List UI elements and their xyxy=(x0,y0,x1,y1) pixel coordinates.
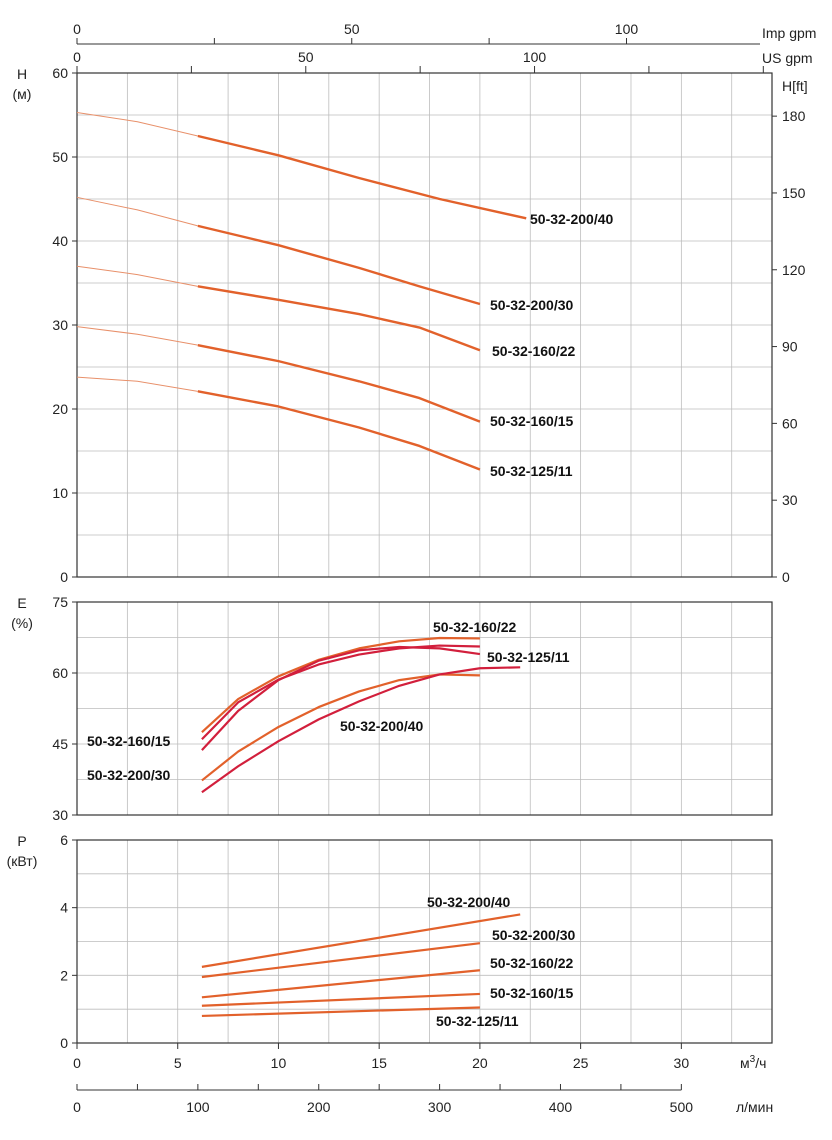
x-axis-unit-base: м xyxy=(740,1055,750,1071)
series-label: 50-32-125/11 xyxy=(436,1013,519,1029)
y-tick-label: 40 xyxy=(52,233,68,249)
efficiency-panel-frame xyxy=(76,601,773,816)
power-curve xyxy=(201,1006,480,1018)
head-curve-extension xyxy=(76,326,198,346)
power-curve xyxy=(201,942,481,979)
power-curve xyxy=(201,969,481,999)
series-label: 50-32-160/15 xyxy=(490,985,574,1001)
imp-tick-label: 100 xyxy=(615,21,639,37)
y-tick-label: 20 xyxy=(52,401,68,417)
x-tick-label: 20 xyxy=(472,1055,488,1071)
efficiency-curve xyxy=(201,666,521,794)
x-axis-unit-tail: /ч xyxy=(755,1055,766,1071)
y-tick-label: 45 xyxy=(52,736,68,752)
power-curve xyxy=(201,913,521,968)
x-tick-label: 5 xyxy=(174,1055,182,1071)
series-label: 50-32-200/30 xyxy=(490,297,574,313)
efficiency-curve xyxy=(201,644,480,741)
head-curve xyxy=(197,343,481,423)
y-axis-unit: (кВт) xyxy=(7,853,38,869)
y-axis-unit: (%) xyxy=(11,615,33,631)
y-tick-label: 60 xyxy=(52,65,68,81)
y-axis-label: P xyxy=(17,833,26,849)
efficiency-curve xyxy=(201,636,480,733)
y-axis-label: E xyxy=(17,595,26,611)
head-curve-extension xyxy=(76,265,198,287)
lmin-axis-unit: л/мин xyxy=(736,1099,773,1115)
lmin-tick-label: 400 xyxy=(549,1099,573,1115)
us-axis-label: US gpm xyxy=(762,50,813,66)
head-curve-extension xyxy=(76,376,198,392)
lmin-tick-label: 500 xyxy=(670,1099,694,1115)
y-axis-unit: (м) xyxy=(13,86,32,102)
head-curve xyxy=(197,285,481,352)
right-y-tick-label: 180 xyxy=(782,108,806,124)
y-tick-label: 2 xyxy=(60,967,68,983)
y-axis-label: H xyxy=(17,66,27,82)
series-label: 50-32-200/40 xyxy=(530,211,614,227)
series-label: 50-32-200/30 xyxy=(87,767,171,783)
y-tick-label: 4 xyxy=(60,900,68,916)
head-curve-extension xyxy=(76,111,198,137)
lmin-tick-label: 200 xyxy=(307,1099,331,1115)
lmin-tick-label: 100 xyxy=(186,1099,210,1115)
head-curve xyxy=(197,390,481,471)
y-tick-label: 75 xyxy=(52,594,68,610)
y-tick-label: 50 xyxy=(52,149,68,165)
y-tick-label: 0 xyxy=(60,1035,68,1051)
y-tick-label: 10 xyxy=(52,485,68,501)
y-tick-label: 60 xyxy=(52,665,68,681)
x-tick-label: 25 xyxy=(573,1055,589,1071)
imp-tick-label: 50 xyxy=(344,21,360,37)
lmin-tick-label: 0 xyxy=(73,1099,81,1115)
series-label: 50-32-200/30 xyxy=(492,927,576,943)
x-axis-unit-sup: 3 xyxy=(750,1054,756,1065)
us-tick-label: 0 xyxy=(73,49,81,65)
series-label: 50-32-160/15 xyxy=(490,413,574,429)
series-label: 50-32-160/22 xyxy=(492,343,576,359)
us-tick-label: 50 xyxy=(298,49,314,65)
series-label: 50-32-200/40 xyxy=(340,718,424,734)
y-tick-label: 30 xyxy=(52,807,68,823)
head-curve-extension xyxy=(76,196,198,227)
right-y-tick-label: 0 xyxy=(782,569,790,585)
head-curve xyxy=(197,224,481,306)
series-label: 50-32-125/11 xyxy=(487,649,570,665)
x-tick-label: 10 xyxy=(271,1055,287,1071)
series-label: 50-32-160/15 xyxy=(87,733,171,749)
lmin-tick-label: 300 xyxy=(428,1099,452,1115)
x-tick-label: 30 xyxy=(674,1055,690,1071)
x-tick-label: 15 xyxy=(371,1055,387,1071)
power-curve xyxy=(201,992,480,1007)
series-label: 50-32-160/22 xyxy=(433,619,517,635)
right-y-tick-label: 150 xyxy=(782,185,806,201)
right-y-tick-label: 90 xyxy=(782,339,798,355)
right-y-tick-label: 120 xyxy=(782,262,806,278)
right-y-axis-label: H[ft] xyxy=(782,78,808,94)
y-tick-label: 0 xyxy=(60,569,68,585)
power-panel-frame xyxy=(76,839,773,1044)
series-label: 50-32-200/40 xyxy=(427,894,511,910)
imp-tick-label: 0 xyxy=(73,21,81,37)
y-tick-label: 30 xyxy=(52,317,68,333)
us-tick-label: 100 xyxy=(523,49,547,65)
x-axis-unit: м3/ч xyxy=(740,1054,766,1071)
series-label: 50-32-125/11 xyxy=(490,463,573,479)
imp-axis-label: Imp gpm xyxy=(762,25,816,41)
right-y-tick-label: 60 xyxy=(782,415,798,431)
x-tick-label: 0 xyxy=(73,1055,81,1071)
head-curve xyxy=(197,134,527,220)
right-y-tick-label: 30 xyxy=(782,492,798,508)
y-tick-label: 6 xyxy=(60,832,68,848)
series-label: 50-32-160/22 xyxy=(490,955,574,971)
efficiency-curve xyxy=(201,645,481,751)
